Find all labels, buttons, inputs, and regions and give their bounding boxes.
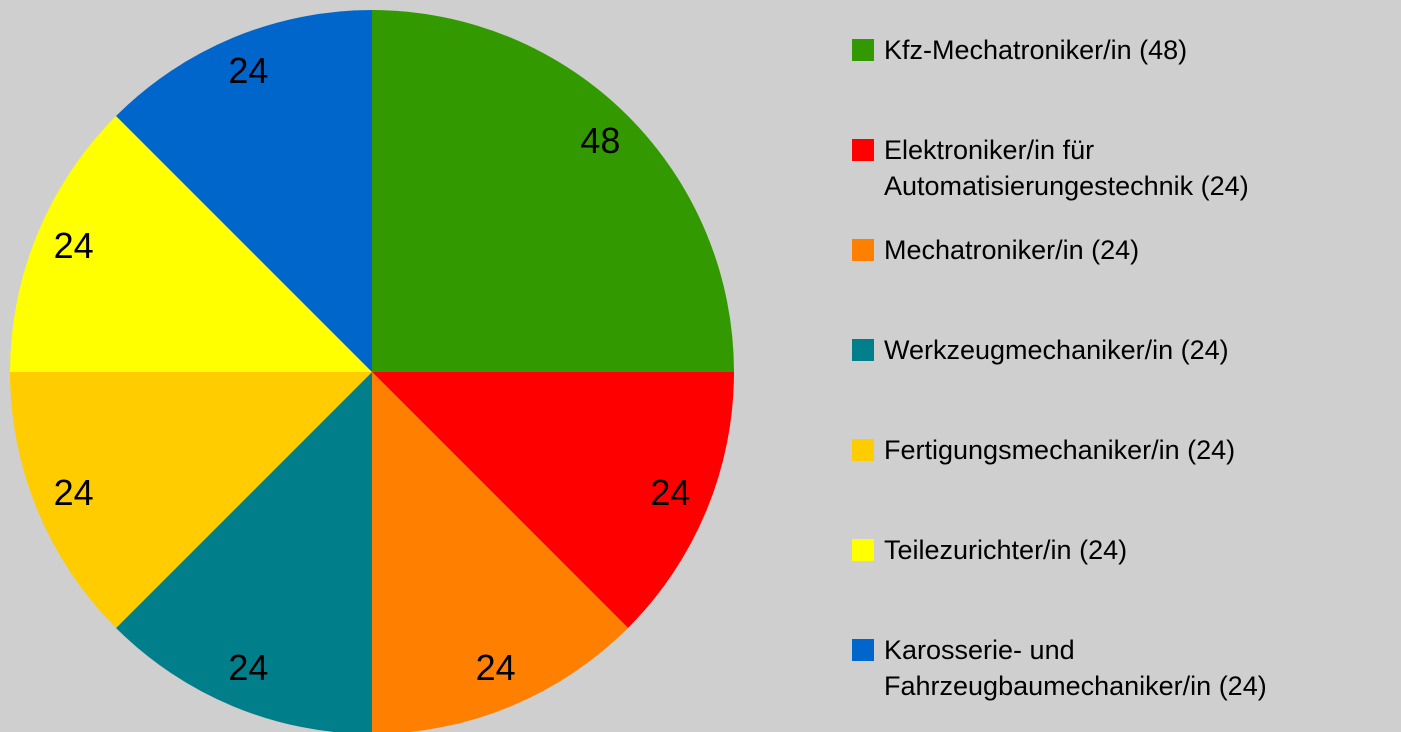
pie-slice — [116, 372, 372, 732]
legend-label: Werkzeugmechaniker/in (24) — [884, 335, 1229, 365]
legend-swatch — [852, 539, 874, 561]
data-label: 24 — [476, 647, 516, 688]
legend-swatch — [852, 139, 874, 161]
legend-swatch — [852, 439, 874, 461]
legend-label: Teilezurichter/in (24) — [884, 535, 1128, 565]
pie-slice — [10, 116, 372, 372]
legend-label: Fertigungsmechaniker/in (24) — [884, 435, 1236, 465]
legend-label: Elektroniker/in für Automatisierungestec… — [884, 135, 1249, 201]
legend-swatch — [852, 339, 874, 361]
legend-label: Kfz-Mechatroniker/in (48) — [884, 35, 1188, 65]
pie-slice — [10, 372, 372, 628]
legend-swatch — [852, 639, 874, 661]
pie-slice — [372, 10, 734, 372]
pie-slice — [116, 10, 372, 372]
pie-slice — [372, 372, 628, 732]
data-label: 24 — [228, 50, 268, 91]
data-label: 24 — [54, 472, 94, 513]
chart: 48 24 24 24 24 24 24 — [10, 10, 734, 732]
legend-swatch — [852, 39, 874, 61]
data-label: 24 — [650, 472, 690, 513]
legend-label: Karosserie- und Fahrzeugbaumechaniker/in… — [884, 635, 1267, 701]
legend-swatch — [852, 239, 874, 261]
data-label: 24 — [54, 225, 94, 266]
legend-label: Mechatroniker/in (24) — [884, 235, 1140, 265]
pie-slice — [372, 372, 734, 628]
data-label: 24 — [228, 647, 268, 688]
data-label: 48 — [580, 120, 620, 161]
